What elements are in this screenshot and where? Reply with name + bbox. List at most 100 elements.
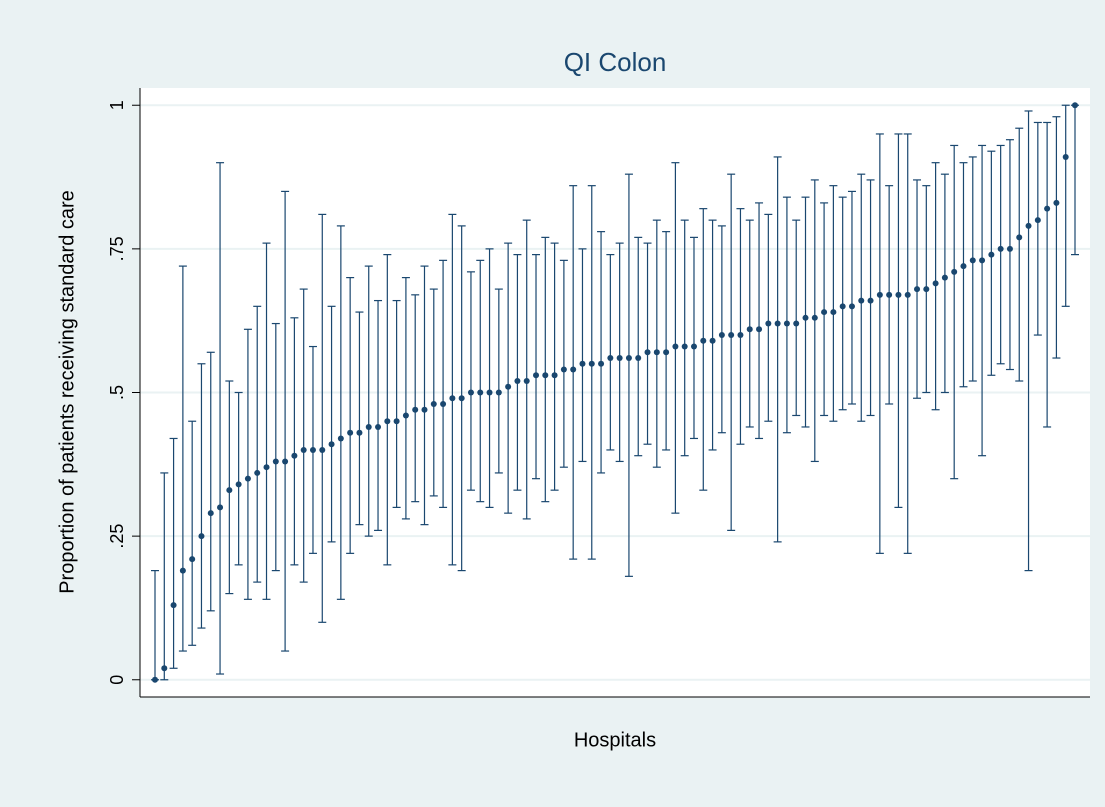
point <box>440 400 447 407</box>
point <box>886 291 893 298</box>
point <box>830 309 837 316</box>
point <box>635 355 642 362</box>
point <box>347 429 354 436</box>
point <box>189 556 196 563</box>
chart-title: QI Colon <box>564 47 667 77</box>
point <box>1062 153 1069 160</box>
point <box>458 395 465 402</box>
point <box>765 320 772 327</box>
point <box>551 372 558 379</box>
point <box>579 360 586 367</box>
point <box>533 372 540 379</box>
point <box>821 309 828 316</box>
point <box>746 326 753 333</box>
point <box>300 446 307 453</box>
point <box>570 366 577 373</box>
point <box>486 389 493 396</box>
point <box>272 458 279 465</box>
point <box>588 360 595 367</box>
y-tick-label: .5 <box>107 385 127 400</box>
point <box>152 676 158 683</box>
point <box>402 412 409 419</box>
point <box>1016 234 1023 241</box>
point <box>700 337 707 344</box>
point <box>728 332 735 339</box>
point <box>235 481 242 488</box>
point <box>217 504 224 511</box>
point <box>421 406 428 413</box>
point <box>282 458 289 465</box>
point <box>681 343 688 350</box>
point <box>904 291 911 298</box>
point <box>514 378 521 385</box>
point <box>198 533 205 540</box>
point <box>997 245 1004 252</box>
y-tick-label: 0 <box>107 675 127 685</box>
point <box>337 435 344 442</box>
point <box>960 263 967 270</box>
point <box>309 446 316 453</box>
point <box>811 314 818 321</box>
point <box>783 320 790 327</box>
point <box>663 349 670 356</box>
point <box>979 257 986 264</box>
point <box>328 441 335 448</box>
y-tick-label: .25 <box>107 524 127 549</box>
point <box>1044 205 1051 212</box>
point <box>932 280 939 287</box>
point <box>672 343 679 350</box>
point <box>802 314 809 321</box>
point <box>774 320 781 327</box>
point <box>170 602 177 609</box>
point <box>598 360 605 367</box>
point <box>951 268 958 275</box>
x-axis-label: Hospitals <box>574 729 656 751</box>
point <box>542 372 549 379</box>
point <box>1053 199 1060 206</box>
point <box>1006 245 1013 252</box>
point <box>523 378 530 385</box>
point <box>495 389 502 396</box>
point <box>756 326 763 333</box>
point <box>1034 217 1041 224</box>
point <box>430 400 437 407</box>
point <box>848 303 855 310</box>
point <box>384 418 391 425</box>
point <box>988 251 995 258</box>
point <box>969 257 976 264</box>
point <box>653 349 660 356</box>
point <box>839 303 846 310</box>
point <box>319 446 326 453</box>
point <box>876 291 883 298</box>
point <box>607 355 614 362</box>
point <box>560 366 567 373</box>
point <box>467 389 474 396</box>
point <box>477 389 484 396</box>
y-tick-label: 1 <box>107 100 127 110</box>
point <box>254 469 261 476</box>
point <box>858 297 865 304</box>
point <box>393 418 400 425</box>
point <box>616 355 623 362</box>
point <box>244 475 251 482</box>
point <box>941 274 948 281</box>
point <box>226 487 233 494</box>
y-axis-label: Proportion of patients receiving standar… <box>56 190 78 594</box>
point <box>356 429 363 436</box>
point <box>625 355 632 362</box>
point <box>375 423 382 430</box>
point <box>793 320 800 327</box>
point <box>737 332 744 339</box>
point <box>718 332 725 339</box>
point <box>161 665 168 672</box>
point <box>179 567 186 574</box>
point <box>923 286 930 293</box>
point <box>207 510 214 517</box>
point <box>365 423 372 430</box>
point <box>449 395 456 402</box>
point <box>1072 102 1078 109</box>
point <box>690 343 697 350</box>
point <box>505 383 512 390</box>
